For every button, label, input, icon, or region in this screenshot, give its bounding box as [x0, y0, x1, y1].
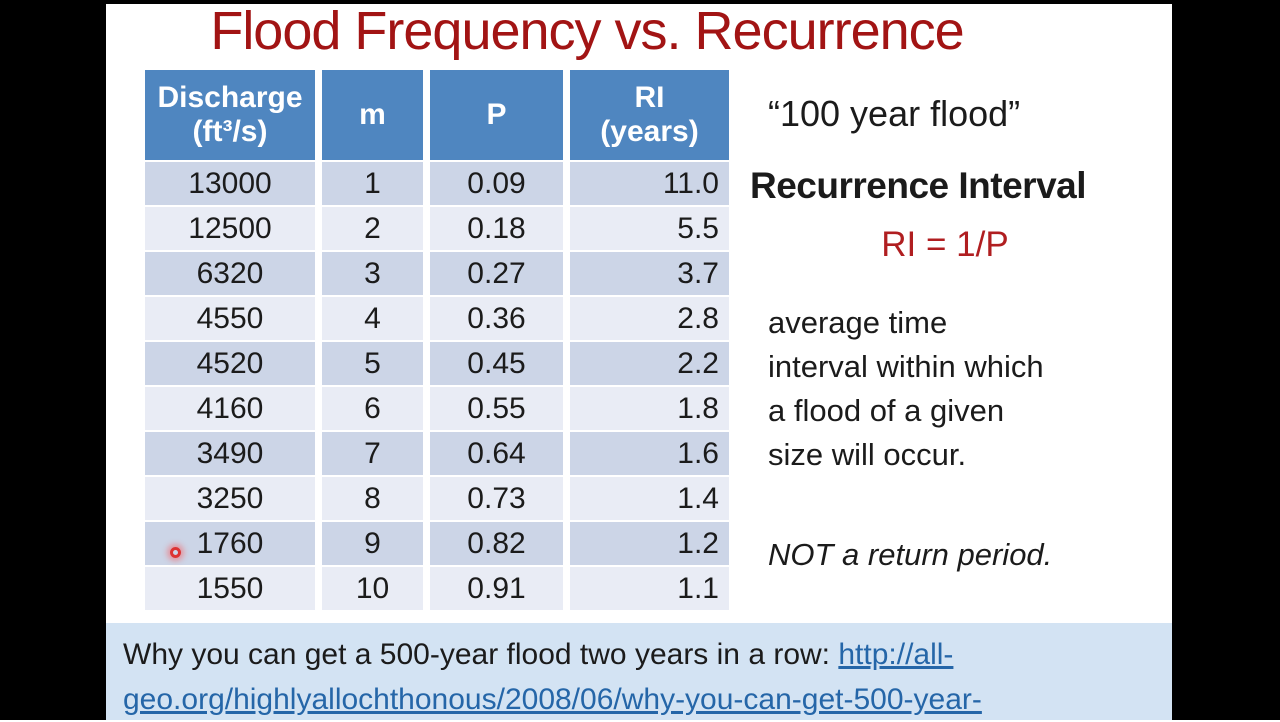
- table-cell: 3.7: [570, 252, 729, 295]
- table-cell: 6320: [145, 252, 315, 295]
- table-cell: 0.82: [430, 522, 563, 565]
- table-cell: 4: [322, 297, 423, 340]
- footer-text: Why you can get a 500-year flood two yea…: [123, 638, 839, 671]
- quote-100-year-flood: “100 year flood”: [768, 93, 1021, 134]
- footer-bar: Why you can get a 500-year flood two yea…: [106, 623, 1172, 720]
- table-cell: 2.2: [570, 342, 729, 385]
- letterbox-top: [0, 0, 1280, 4]
- table-cell: 13000: [145, 162, 315, 205]
- table-cell: 1.6: [570, 432, 729, 475]
- footer-hyperlink-line2[interactable]: geo.org/highlyallochthonous/2008/06/why-…: [123, 683, 982, 716]
- table-cell: 3: [322, 252, 423, 295]
- table-cell: 4520: [145, 342, 315, 385]
- table-cell: 7: [322, 432, 423, 475]
- table-cell: 1760: [145, 522, 315, 565]
- table-cell: 10: [322, 567, 423, 610]
- table-cell: 0.73: [430, 477, 563, 520]
- table-cell: 0.91: [430, 567, 563, 610]
- footer-line-2: geo.org/highlyallochthonous/2008/06/why-…: [123, 677, 1172, 722]
- footer-hyperlink-line1[interactable]: http://all-: [838, 638, 954, 671]
- table-cell: 4550: [145, 297, 315, 340]
- table-cell: 0.55: [430, 387, 563, 430]
- table-cell: 1550: [145, 567, 315, 610]
- table-cell: 9: [322, 522, 423, 565]
- table-cell: 1.1: [570, 567, 729, 610]
- ri-definition-text: average time interval within which a flo…: [768, 305, 1044, 472]
- table-cell: 11.0: [570, 162, 729, 205]
- footer-line-1: Why you can get a 500-year flood two yea…: [123, 632, 1172, 677]
- table-cell: 5: [322, 342, 423, 385]
- table-header-cell: Discharge (ft³/s): [145, 70, 315, 160]
- letterbox-right: [1172, 0, 1280, 720]
- table-cell: 8: [322, 477, 423, 520]
- table-cell: 3250: [145, 477, 315, 520]
- table-header-cell: RI (years): [570, 70, 729, 160]
- table-cell: 0.18: [430, 207, 563, 250]
- ri-formula: RI = 1/P: [881, 225, 1009, 264]
- table-cell: 12500: [145, 207, 315, 250]
- flood-frequency-table: Discharge (ft³/s) m P RI (years) 13000 1 0.09 1…: [145, 70, 729, 610]
- table-cell: 6: [322, 387, 423, 430]
- table-cell: 0.64: [430, 432, 563, 475]
- table-cell: 0.27: [430, 252, 563, 295]
- recurrence-interval-heading: Recurrence Interval: [750, 165, 1087, 206]
- table-cell: 0.45: [430, 342, 563, 385]
- table-cell: 1.2: [570, 522, 729, 565]
- table-cell: 1: [322, 162, 423, 205]
- letterbox-left: [0, 0, 106, 720]
- table-cell: 2: [322, 207, 423, 250]
- table-cell: 1.4: [570, 477, 729, 520]
- table-cell: 1.8: [570, 387, 729, 430]
- notes-panel: “100 year flood” Recurrence Interval RI …: [750, 85, 1175, 585]
- table-cell: 3490: [145, 432, 315, 475]
- table-header-cell: m: [322, 70, 423, 160]
- not-return-period-note: NOT a return period.: [768, 537, 1053, 572]
- table-header-cell: P: [430, 70, 563, 160]
- cursor-highlight-ring: [170, 547, 181, 558]
- table-cell: 5.5: [570, 207, 729, 250]
- page-title: Flood Frequency vs. Recurrence: [210, 1, 964, 61]
- table-cell: 0.36: [430, 297, 563, 340]
- table-cell: 0.09: [430, 162, 563, 205]
- table-cell: 2.8: [570, 297, 729, 340]
- table-cell: 4160: [145, 387, 315, 430]
